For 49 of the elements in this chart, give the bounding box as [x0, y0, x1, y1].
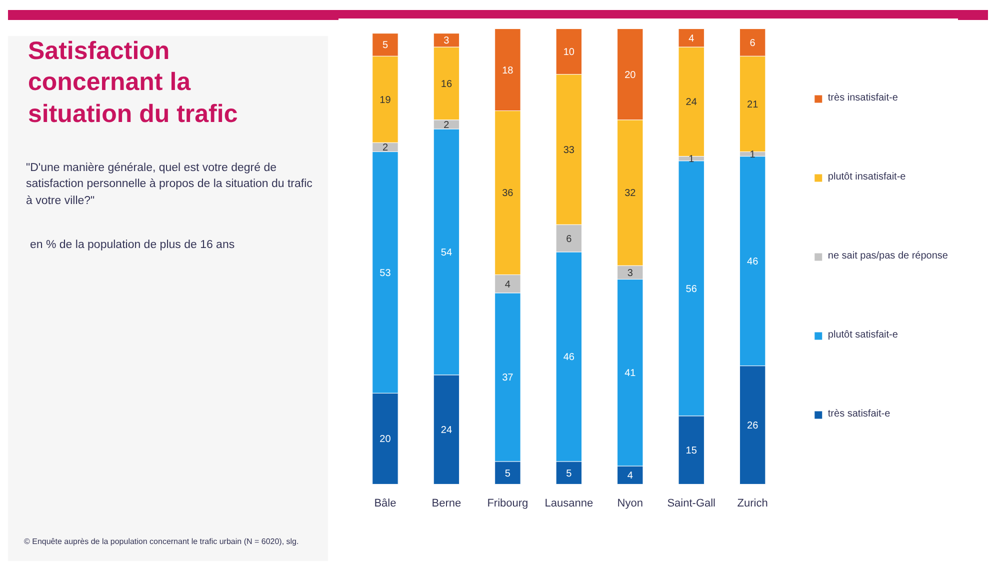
data-label: 4	[504, 279, 511, 290]
x-tick-label: Fribourg	[487, 498, 528, 510]
data-label: 5	[566, 468, 572, 480]
data-label: 18	[502, 65, 514, 76]
data-label: 5	[382, 40, 388, 52]
x-tick-label: Nyon	[617, 498, 643, 510]
data-label: 54	[440, 247, 452, 258]
data-label: 53	[380, 268, 392, 279]
legend-label: très insatisfait-e	[828, 92, 899, 104]
data-label: 6	[750, 38, 756, 49]
data-label: 21	[747, 99, 759, 110]
data-label: 24	[686, 97, 698, 108]
data-label: 20	[380, 434, 392, 446]
data-label: 3	[627, 268, 634, 279]
data-label: 16	[440, 78, 452, 90]
text: © Enquête auprès de la population concernant le trafic urbain (N = 6020), slg.	[24, 536, 300, 547]
x-tick-label: Lausanne	[544, 498, 594, 510]
data-label: 3	[444, 36, 450, 47]
data-label: 37	[502, 372, 514, 384]
data-label: 2	[444, 120, 450, 131]
data-label: 26	[747, 420, 759, 432]
x-tick-label: Bâle	[374, 498, 396, 510]
legend-label: plutôt satisfait-e	[828, 330, 899, 340]
data-label: 2	[382, 142, 388, 154]
data-label: 24	[440, 425, 452, 436]
data-label: 46	[747, 256, 759, 268]
data-label: 15	[686, 446, 698, 457]
x-tick-label: Berne	[432, 498, 462, 510]
data-label: 10	[563, 47, 575, 58]
data-label: 41	[624, 368, 636, 380]
x-tick-label: Saint-Gall	[667, 498, 716, 510]
data-label: 4	[688, 33, 695, 44]
data-label: 20	[624, 70, 636, 81]
data-label: 46	[563, 352, 575, 364]
data-label: 33	[563, 144, 575, 156]
data-label: 56	[686, 284, 698, 295]
data-label: 36	[502, 188, 514, 200]
data-label: 19	[380, 94, 392, 106]
text: Satisfaction concernant la situation du trafic	[28, 36, 239, 130]
legend-label: très satisfait-e	[828, 408, 892, 420]
data-label: 6	[566, 234, 572, 245]
data-label: 5	[504, 468, 511, 480]
x-tick-label: Zurich	[737, 498, 768, 510]
text: en % de la population de plus de 16 ans	[30, 238, 236, 254]
legend-label: ne sait pas/pas de réponse	[828, 250, 948, 262]
data-label: 4	[627, 470, 634, 482]
text: "D'une manière générale, quel est votre degré de satisfaction personnelle à propos de la situation du trafic à votre ville?"	[26, 160, 314, 209]
data-label: 32	[624, 188, 636, 200]
legend-label: plutôt insatisfait-e	[828, 172, 907, 182]
